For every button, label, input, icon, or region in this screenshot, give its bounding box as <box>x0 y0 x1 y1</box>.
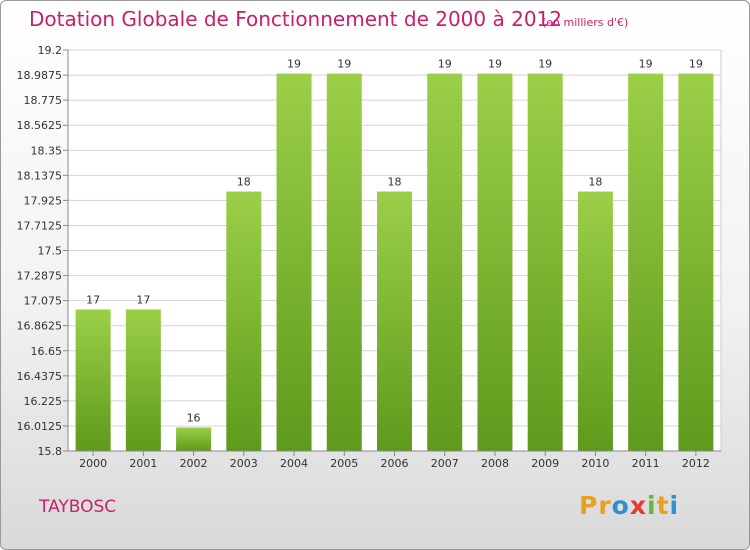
logo-letter: r <box>598 491 612 520</box>
y-tick-label: 16.0125 <box>17 420 63 433</box>
x-tick-label: 2008 <box>481 457 509 470</box>
logo-letter: i <box>669 491 680 520</box>
y-tick-label: 18.1375 <box>17 169 63 182</box>
bar-value-label: 19 <box>689 58 703 71</box>
bar-2009 <box>527 73 563 452</box>
y-tick-label: 16.4375 <box>17 370 63 383</box>
logo-letter: i <box>647 491 657 520</box>
bar-2012 <box>678 73 714 452</box>
x-tick-label: 2009 <box>531 457 559 470</box>
bar-2008 <box>477 73 513 452</box>
logo-letter: o <box>611 491 630 520</box>
bar-2002 <box>176 427 212 451</box>
bar-value-label: 19 <box>287 58 301 71</box>
y-tick-label: 17.2875 <box>17 270 63 283</box>
y-tick-label: 18.5625 <box>17 119 63 132</box>
x-tick-label: 2007 <box>431 457 459 470</box>
x-tick-label: 2000 <box>79 457 107 470</box>
logo-letter: x <box>629 491 647 520</box>
bar-value-label: 19 <box>438 58 452 71</box>
place-name: TAYBOSC <box>39 497 117 517</box>
y-tick-label: 17.075 <box>24 295 63 308</box>
chart-title: Dotation Globale de Fonctionnement de 20… <box>29 7 562 31</box>
y-tick-label: 18.9875 <box>17 69 63 82</box>
bar-2001 <box>125 309 161 451</box>
x-tick-label: 2002 <box>180 457 208 470</box>
bar-2006 <box>377 191 412 451</box>
x-tick-label: 2011 <box>632 457 660 470</box>
x-tick-label: 2001 <box>129 457 157 470</box>
bar-2010 <box>577 191 613 451</box>
bar-chart: 15.8 16.0125 16.225 16.4375 16.65 16.8625 17.0… <box>17 44 722 470</box>
y-axis: 15.8 16.0125 16.225 16.4375 16.65 16.8625 17.0… <box>17 44 69 458</box>
proxiti-logo[interactable]: Proxiti <box>579 491 679 520</box>
bar-value-label: 18 <box>588 176 602 189</box>
y-tick-label: 15.8 <box>38 445 63 458</box>
x-axis: 2000 2001 2002 2003 2004 2005 2006 2007 2008 2009… <box>68 450 721 470</box>
x-tick-label: 2004 <box>280 457 308 470</box>
y-tick-label: 18.775 <box>24 94 63 107</box>
x-tick-label: 2010 <box>581 457 609 470</box>
y-tick-label: 16.225 <box>24 395 63 408</box>
x-tick-label: 2003 <box>230 457 258 470</box>
bar-value-label: 19 <box>538 58 552 71</box>
bar-value-label: 19 <box>639 58 653 71</box>
bar-2011 <box>628 73 664 452</box>
bar-2003 <box>226 191 262 451</box>
bar-value-label: 18 <box>237 176 251 189</box>
bars: 17 17 16 18 19 19 18 19 19 19 18 19 19 <box>75 58 714 452</box>
chart-subtitle: (en milliers d'€) <box>542 16 629 29</box>
y-tick-label: 16.65 <box>31 345 63 358</box>
y-tick-label: 16.8625 <box>17 320 63 333</box>
bar-value-label: 17 <box>136 293 150 306</box>
logo-letter: P <box>579 491 599 520</box>
bar-2000 <box>75 309 111 451</box>
y-tick-label: 18.35 <box>31 144 63 157</box>
bar-value-label: 16 <box>187 411 201 424</box>
bar-2007 <box>427 73 463 452</box>
bar-value-label: 18 <box>388 176 402 189</box>
bar-value-label: 19 <box>488 58 502 71</box>
logo-letter: t <box>656 491 670 520</box>
y-tick-label: 17.925 <box>24 194 63 207</box>
x-tick-label: 2012 <box>682 457 710 470</box>
bar-value-label: 17 <box>86 293 100 306</box>
x-tick-label: 2006 <box>381 457 409 470</box>
x-tick-label: 2005 <box>330 457 358 470</box>
bar-value-label: 19 <box>337 58 351 71</box>
y-tick-label: 17.5 <box>38 245 63 258</box>
y-tick-label: 17.7125 <box>17 219 63 232</box>
bar-2004 <box>276 73 312 452</box>
y-tick-label: 19.2 <box>38 44 63 57</box>
bar-2005 <box>326 73 362 452</box>
